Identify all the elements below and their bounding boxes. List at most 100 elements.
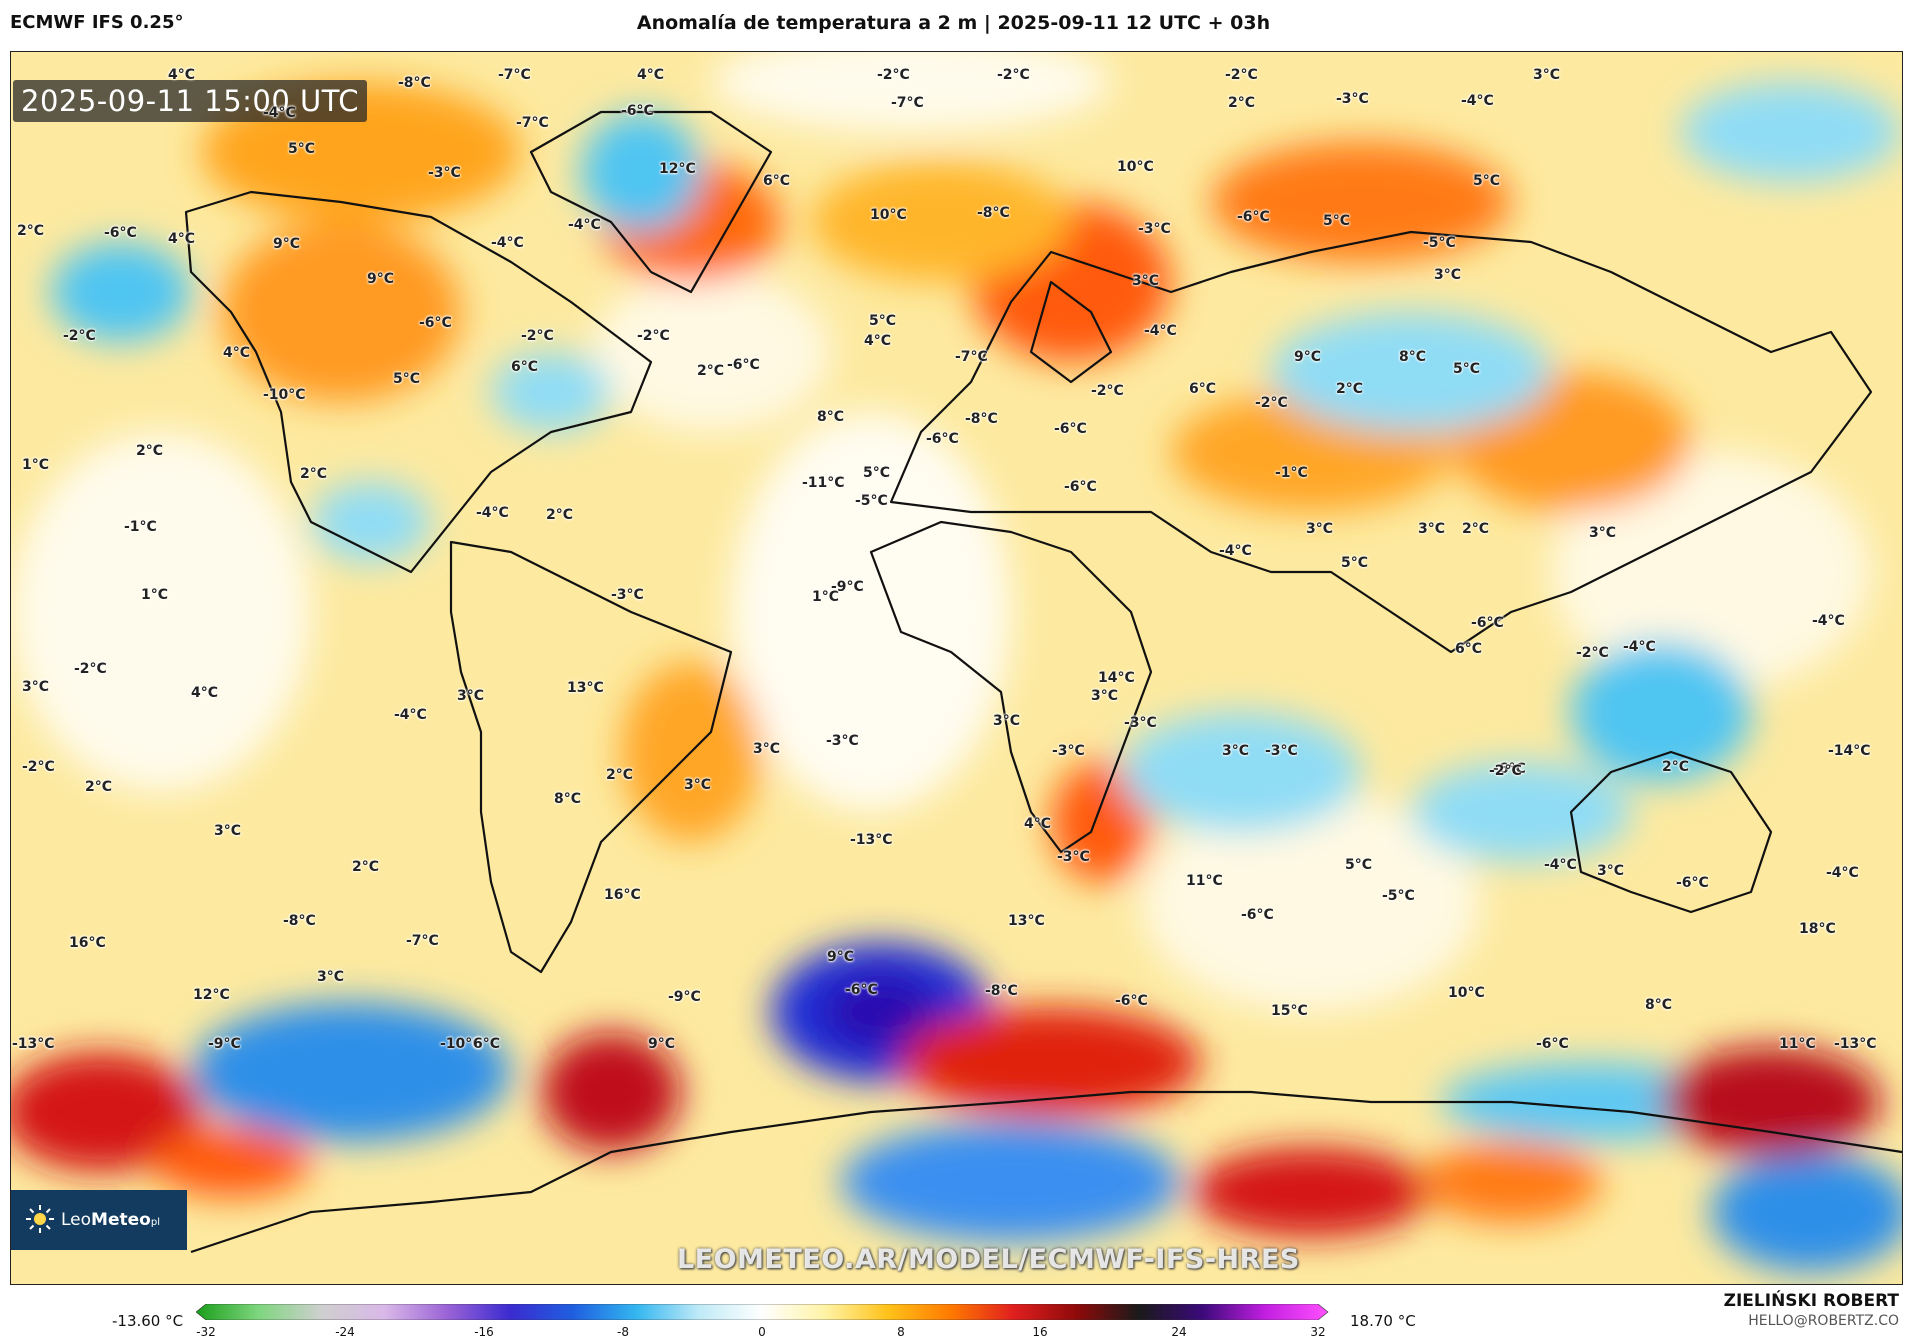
temperature-label: -5°C [855, 493, 888, 509]
temperature-label: 8°C [1399, 349, 1427, 365]
temperature-label: 10°C [1117, 159, 1154, 175]
temperature-label: -5°C [1382, 888, 1415, 904]
temperature-label: 2°C [1462, 521, 1490, 537]
temperature-label: -6°C [926, 431, 959, 447]
temperature-label: -1°C [1275, 465, 1308, 481]
temperature-label: 3°C [1132, 273, 1160, 289]
temperature-label: -2°C [1489, 763, 1522, 779]
temperature-label: 3°C [1533, 67, 1561, 83]
temperature-label: 13°C [567, 680, 604, 696]
temperature-label: 9°C [648, 1036, 676, 1052]
temperature-label: -13°C [12, 1036, 55, 1052]
temperature-label: -3°C [1052, 743, 1085, 759]
author-name: ZIELIŃSKI ROBERT [1723, 1291, 1899, 1311]
temperature-label: -6°C [1237, 209, 1270, 225]
temperature-label: -2°C [63, 328, 96, 344]
temperature-label: 2°C [546, 507, 574, 523]
colorbar-tick: 8 [897, 1325, 905, 1339]
temperature-label: 4°C [168, 231, 196, 247]
temperature-label: -6°C [1115, 993, 1148, 1009]
temperature-label: -1°C [124, 519, 157, 535]
brand-name: LeoMeteopl [61, 1210, 160, 1230]
colorbar-tick: -24 [335, 1325, 355, 1339]
temperature-label: 3°C [993, 713, 1021, 729]
colorbar-tick: -16 [474, 1325, 494, 1339]
temperature-label: 4°C [191, 685, 219, 701]
temperature-label: 8°C [554, 791, 582, 807]
temperature-label: 5°C [1341, 555, 1369, 571]
temperature-label: -3°C [1124, 715, 1157, 731]
temperature-label: -2°C [1576, 645, 1609, 661]
temperature-label: -3°C [1057, 849, 1090, 865]
temperature-label: -4°C [1812, 613, 1845, 629]
temperature-label: 3°C [457, 688, 485, 704]
temperature-label: 5°C [869, 313, 897, 329]
temperature-label: 2°C [1662, 759, 1690, 775]
temperature-label: 2°C [1336, 381, 1364, 397]
temperature-label: -2°C [1091, 383, 1124, 399]
temperature-label: 3°C [1597, 863, 1625, 879]
temperature-label: -7°C [891, 95, 924, 111]
temperature-label: 15°C [1271, 1003, 1308, 1019]
watermark-url: LEOMETEO.AR/MODEL/ECMWF-IFS-HRES [677, 1244, 1300, 1275]
temperature-label: 3°C [1222, 743, 1250, 759]
temperature-label: 3°C [317, 969, 345, 985]
temperature-label: 2°C [17, 223, 45, 239]
temperature-label: 1°C [22, 457, 50, 473]
temperature-label: 2°C [136, 443, 164, 459]
temperature-label: 10°C [1448, 985, 1485, 1001]
temperature-label: -4°C [394, 707, 427, 723]
temperature-label: -6°C [1471, 615, 1504, 631]
temperature-label: 1°C [812, 589, 840, 605]
temperature-label: -7°C [406, 933, 439, 949]
temperature-label: 6°C [511, 359, 539, 375]
temperature-label: 5°C [288, 141, 316, 157]
temperature-label: -8°C [398, 75, 431, 91]
temperature-label: -9°C [668, 989, 701, 1005]
temperature-label: -3°C [826, 733, 859, 749]
temperature-label: -2°C [521, 328, 554, 344]
temperature-label: -3°C [428, 165, 461, 181]
author-email: HELLO@ROBERTZ.CO [1748, 1313, 1899, 1329]
temperature-anomaly-map[interactable]: 2025-09-11 15:00 UTC 4°C -8°C -7°C 4°C -2°C -… [10, 51, 1903, 1285]
temperature-label: -6°C [1676, 875, 1709, 891]
temperature-label: 5°C [1473, 173, 1501, 189]
chart-title: Anomalía de temperatura a 2 m | 2025-09-… [636, 12, 1271, 34]
temperature-label: 5°C [1453, 361, 1481, 377]
temperature-label: 16°C [69, 935, 106, 951]
temperature-label: 2°C [606, 767, 634, 783]
brand-prefix: Leo [61, 1210, 92, 1230]
sun-icon [26, 1205, 54, 1233]
colorbar-ticks: -32 -24 -16 -8 0 8 16 24 32 [196, 1325, 1328, 1341]
temperature-label: -4°C [1144, 323, 1177, 339]
temperature-label: -8°C [283, 913, 316, 929]
temperature-label: -6°C [1241, 907, 1274, 923]
temperature-label: 9°C [1294, 349, 1322, 365]
temperature-label: -11°C [802, 475, 845, 491]
temperature-label: 5°C [1323, 213, 1351, 229]
colorbar-tick: -32 [196, 1325, 216, 1339]
temperature-label: -6°C [104, 225, 137, 241]
temperature-label: -4°C [1461, 93, 1494, 109]
temperature-label: -6°C [621, 103, 654, 119]
temperature-label: 4°C [168, 67, 196, 83]
temperature-label: 3°C [1091, 688, 1119, 704]
temperature-label: -6°C [1493, 761, 1526, 777]
colorbar-tick: -8 [617, 1325, 629, 1339]
temperature-label: -4°C [1219, 543, 1252, 559]
temperature-label: 2°C [1228, 95, 1256, 111]
map-background [11, 52, 1902, 1284]
temperature-label: 3°C [684, 777, 712, 793]
temperature-label: -3°C [1138, 221, 1171, 237]
temperature-label: -3°C [1336, 91, 1369, 107]
temperature-label: 9°C [367, 271, 395, 287]
temperature-label: 2°C [300, 466, 328, 482]
temperature-label: -13°C [850, 832, 893, 848]
temperature-label: 8°C [817, 409, 845, 425]
temperature-label: -4°C [1826, 865, 1859, 881]
footer: -13.60 °C -32 -24 -16 -8 0 8 16 24 32 18.70 °C Z… [0, 1285, 1907, 1339]
temperature-label: 2°C [85, 779, 113, 795]
temperature-label: 4°C [864, 333, 892, 349]
colorbar-tick: 16 [1032, 1325, 1048, 1339]
temperature-label: -3°C [1265, 743, 1298, 759]
